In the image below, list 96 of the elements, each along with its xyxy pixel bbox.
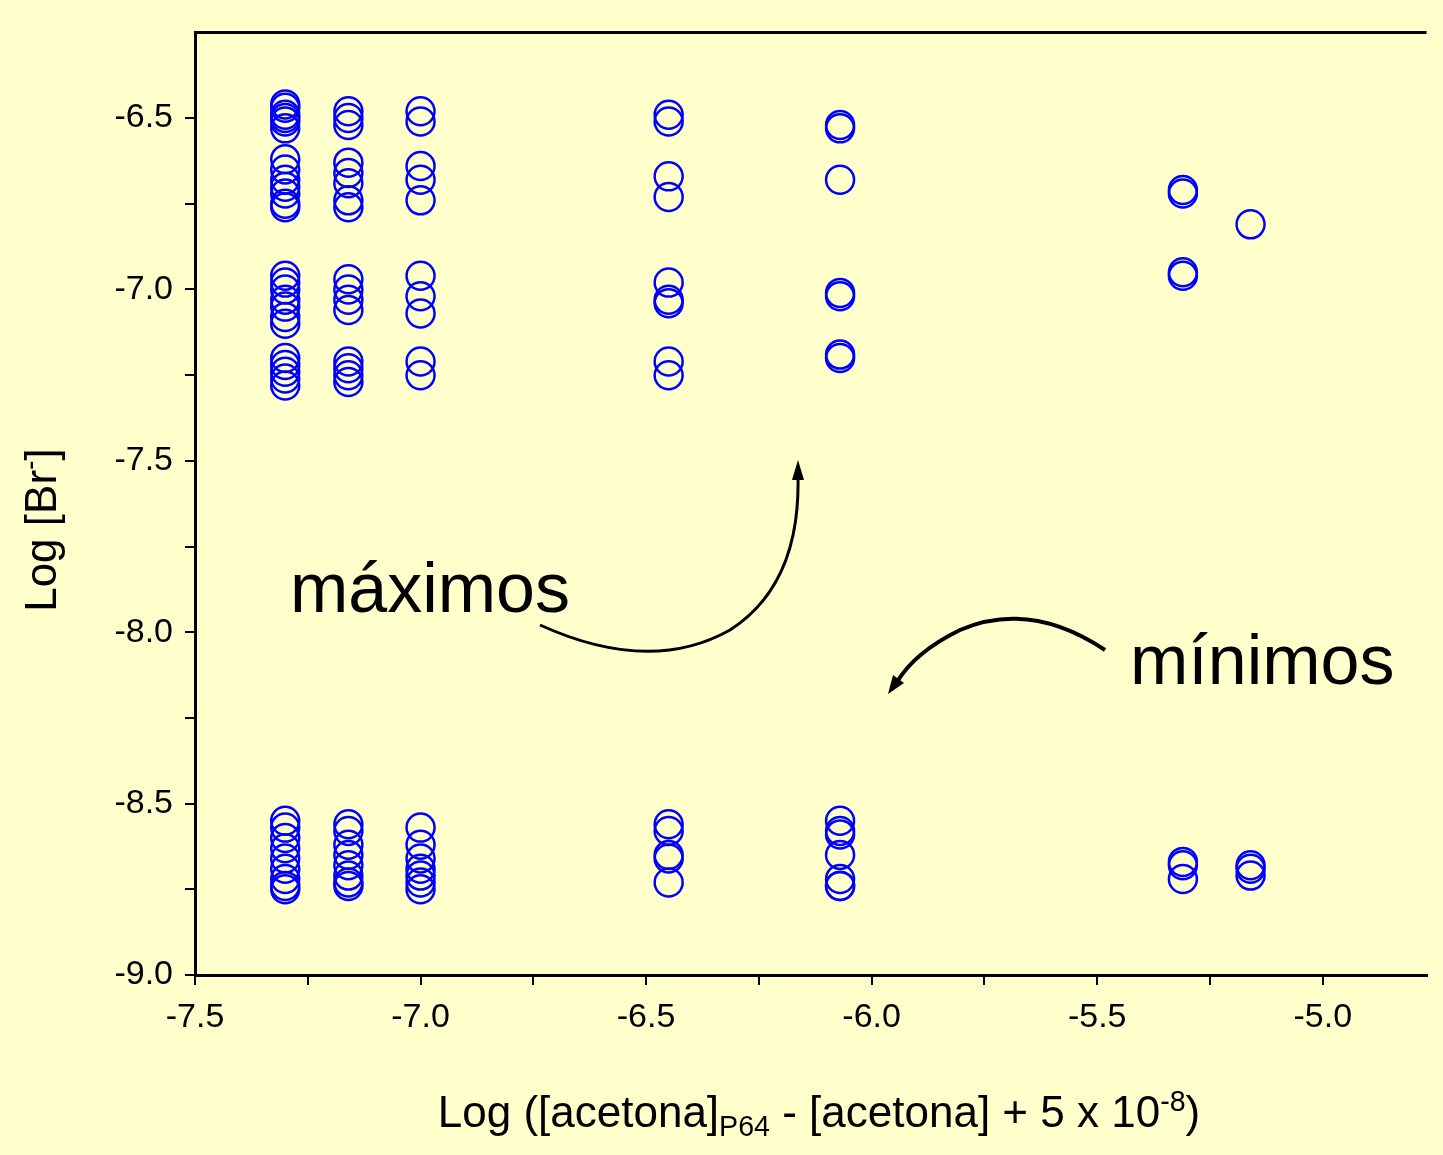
x-tick-label: -7.0 bbox=[391, 995, 450, 1034]
point bbox=[405, 829, 436, 860]
point bbox=[333, 815, 364, 847]
point bbox=[269, 822, 301, 854]
point bbox=[269, 178, 301, 209]
point bbox=[405, 359, 436, 391]
point bbox=[1167, 863, 1199, 895]
point bbox=[405, 164, 436, 196]
point bbox=[405, 843, 436, 874]
point bbox=[405, 812, 436, 843]
point bbox=[405, 150, 436, 182]
point bbox=[653, 867, 684, 898]
point bbox=[269, 284, 301, 316]
point bbox=[333, 366, 364, 398]
x-tick-label: -6.5 bbox=[616, 995, 676, 1034]
point bbox=[1235, 860, 1266, 891]
point bbox=[653, 359, 684, 391]
x-tick-label: -7.5 bbox=[165, 995, 225, 1034]
y-tick-label: -8.0 bbox=[114, 610, 173, 649]
point bbox=[333, 274, 364, 305]
point bbox=[269, 363, 301, 394]
point bbox=[333, 353, 364, 384]
point bbox=[824, 839, 856, 871]
point bbox=[333, 191, 364, 223]
point bbox=[333, 829, 364, 860]
y-tick-label: -7.0 bbox=[114, 267, 173, 306]
point bbox=[269, 267, 301, 298]
point bbox=[405, 95, 436, 127]
point bbox=[269, 863, 301, 895]
point bbox=[269, 308, 301, 339]
y-tick-label: -7.5 bbox=[114, 439, 173, 478]
point bbox=[333, 185, 364, 216]
point bbox=[269, 274, 301, 305]
point bbox=[653, 181, 684, 213]
point bbox=[824, 164, 856, 196]
point bbox=[269, 843, 301, 874]
point bbox=[405, 853, 436, 884]
point bbox=[333, 109, 364, 141]
point bbox=[405, 281, 436, 312]
point bbox=[405, 867, 436, 898]
point bbox=[269, 143, 301, 175]
x-axis-title: Log ([acetona]$_{P64}$ - [acetona] + 5 x 10$^{-8}$) bbox=[436, 1085, 1202, 1144]
point bbox=[333, 346, 364, 377]
y-tick-label: -6.5 bbox=[114, 96, 173, 135]
x-tick-label: -6.0 bbox=[842, 995, 901, 1034]
point bbox=[333, 167, 364, 199]
point bbox=[333, 294, 364, 326]
point bbox=[269, 832, 301, 864]
point bbox=[405, 860, 436, 891]
point bbox=[824, 863, 856, 895]
point bbox=[269, 154, 301, 185]
point bbox=[333, 102, 364, 134]
point bbox=[653, 808, 684, 840]
point bbox=[405, 106, 436, 137]
point bbox=[405, 260, 436, 292]
point bbox=[269, 291, 301, 322]
point bbox=[333, 95, 364, 127]
annotation: máximos bbox=[290, 548, 571, 628]
point bbox=[269, 349, 301, 381]
y-tick-label: -9.0 bbox=[114, 953, 173, 992]
point bbox=[405, 874, 436, 905]
point bbox=[653, 815, 684, 847]
point bbox=[333, 263, 364, 295]
point bbox=[333, 359, 364, 391]
point bbox=[269, 164, 301, 196]
point bbox=[653, 161, 684, 192]
point bbox=[653, 99, 684, 130]
point bbox=[405, 346, 436, 377]
point bbox=[269, 301, 301, 333]
point bbox=[653, 267, 684, 298]
point bbox=[269, 812, 301, 843]
point bbox=[405, 185, 436, 216]
point bbox=[653, 346, 684, 377]
point bbox=[653, 106, 684, 137]
point bbox=[269, 113, 301, 144]
y-tick-label: -8.5 bbox=[114, 781, 173, 820]
point bbox=[824, 805, 856, 837]
point bbox=[333, 808, 364, 840]
point bbox=[269, 370, 301, 401]
point bbox=[405, 298, 436, 329]
point bbox=[333, 284, 364, 316]
point bbox=[269, 805, 301, 837]
point bbox=[269, 356, 301, 387]
x-tick-label: -5.5 bbox=[1067, 995, 1127, 1034]
point bbox=[333, 860, 364, 891]
point bbox=[1235, 209, 1266, 240]
point bbox=[269, 171, 301, 202]
point bbox=[333, 850, 364, 881]
point bbox=[269, 260, 301, 292]
annotation: mínimos bbox=[1130, 620, 1395, 700]
x-tick-label: -5.0 bbox=[1293, 995, 1353, 1034]
point bbox=[269, 342, 301, 374]
point bbox=[333, 147, 364, 178]
point bbox=[333, 157, 364, 189]
point bbox=[269, 853, 301, 884]
point bbox=[333, 839, 364, 871]
